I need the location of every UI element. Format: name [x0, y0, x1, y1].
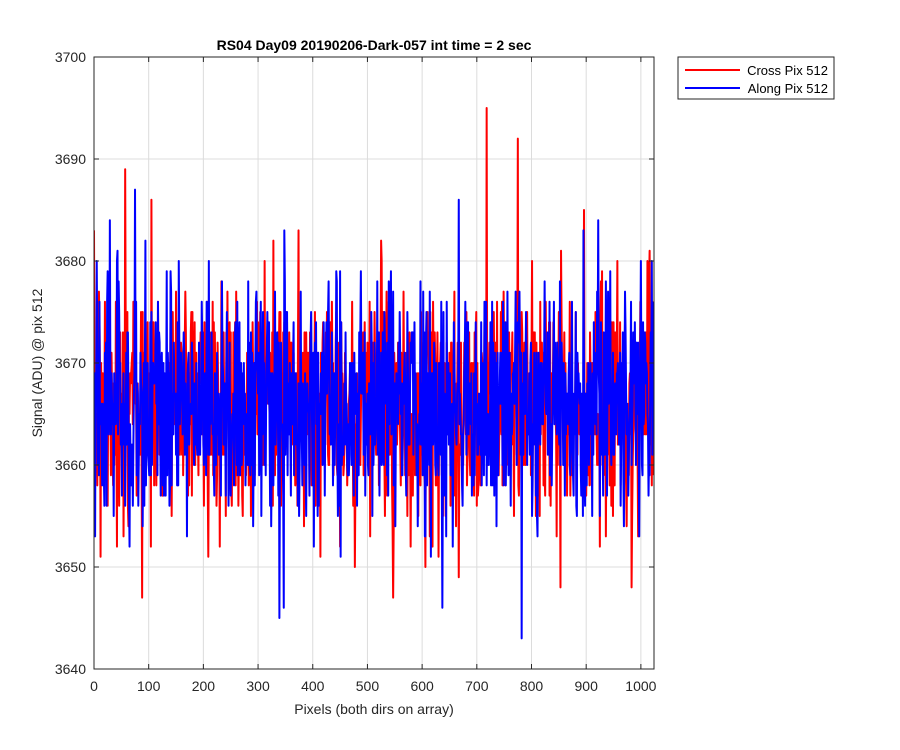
x-tick-label: 700 — [465, 678, 489, 694]
legend-label-along: Along Pix 512 — [748, 81, 828, 96]
x-tick-label: 1000 — [625, 678, 656, 694]
y-tick-label: 3700 — [55, 49, 86, 65]
x-tick-label: 0 — [90, 678, 98, 694]
x-axis-label: Pixels (both dirs on array) — [294, 701, 454, 717]
x-tick-label: 600 — [410, 678, 434, 694]
x-tick-label: 400 — [301, 678, 325, 694]
ticks: 0 100 200 300 400 500 600 700 800 900 1000 3640 3650… — [55, 49, 657, 694]
legend-box — [677, 56, 835, 100]
x-tick-label: 300 — [246, 678, 270, 694]
y-tick-label: 3660 — [55, 457, 86, 473]
x-tick-label: 900 — [575, 678, 599, 694]
y-tick-label: 3680 — [55, 253, 86, 269]
x-tick-label: 800 — [520, 678, 544, 694]
legend-label-cross: Cross Pix 512 — [747, 63, 828, 78]
y-tick-label: 3650 — [55, 559, 86, 575]
series-layer — [94, 107, 654, 640]
y-tick-label: 3640 — [55, 661, 86, 677]
series-line-along-pix-512 — [94, 188, 654, 640]
x-tick-label: 200 — [192, 678, 216, 694]
y-tick-label: 3670 — [55, 355, 86, 371]
x-tick-label: 500 — [356, 678, 380, 694]
chart-title: RS04 Day09 20190206-Dark-057 int time = … — [217, 37, 532, 53]
y-axis-label: Signal (ADU) @ pix 512 — [29, 288, 45, 437]
y-tick-label: 3690 — [55, 151, 86, 167]
legend: Cross Pix 512 Along Pix 512 — [677, 56, 835, 100]
x-tick-label: 100 — [137, 678, 161, 694]
